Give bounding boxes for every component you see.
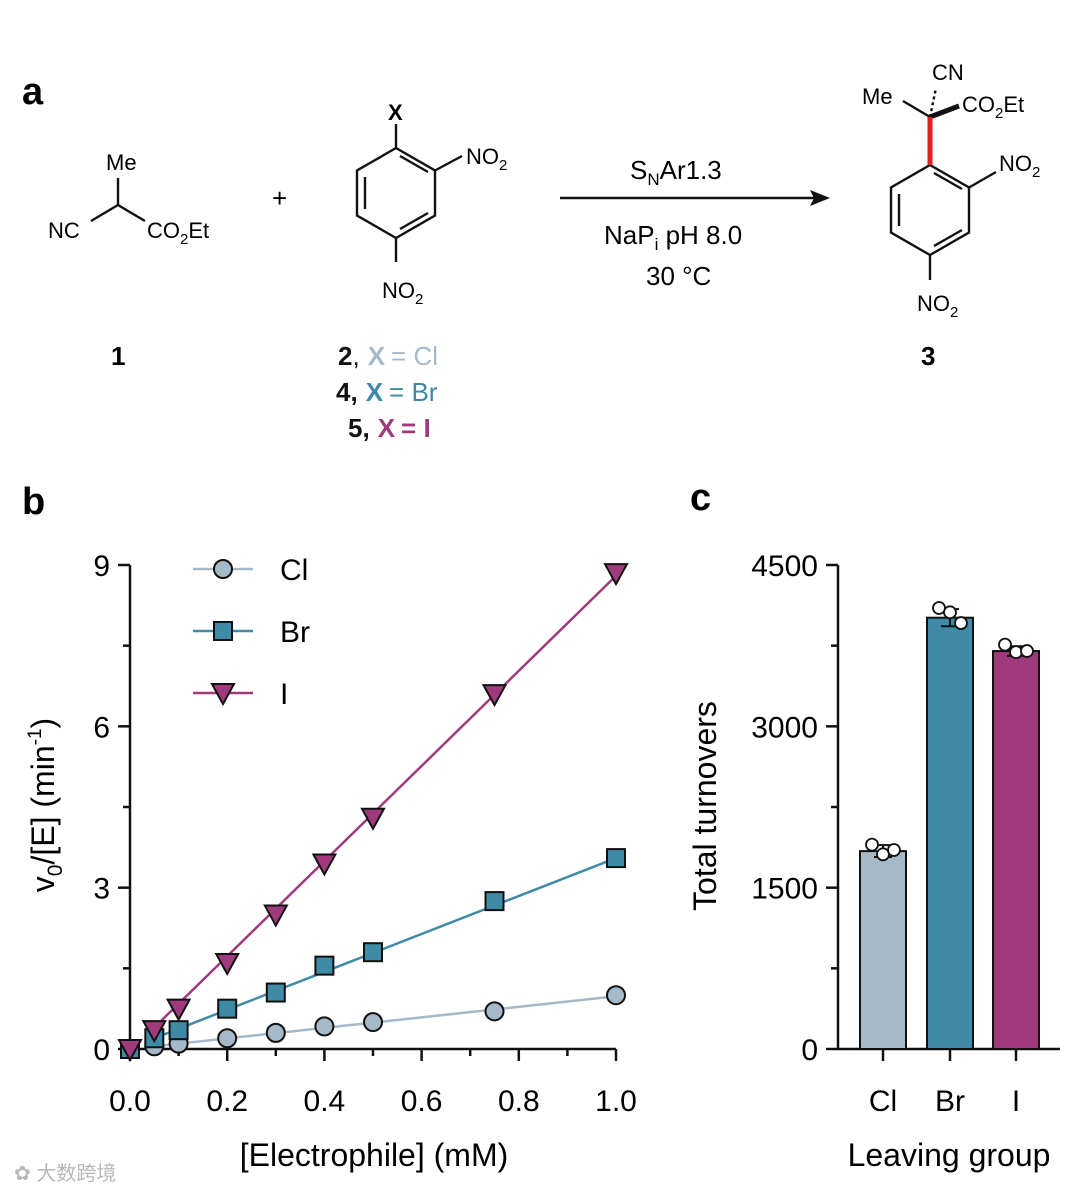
replicate-point-cl — [865, 837, 879, 852]
kinetics-x-tick-label: 0.4 — [304, 1085, 346, 1118]
product-3-cn: CN — [932, 60, 964, 85]
bar-cl — [859, 850, 907, 1050]
data-point-cl — [217, 1028, 238, 1049]
compound-1-structure — [90, 178, 146, 223]
legend-label-br: Br — [280, 616, 310, 649]
turnover-y-tick-label: 1500 — [751, 873, 818, 906]
data-point-i — [481, 684, 508, 708]
kinetics-x-tick-label: 0.6 — [401, 1085, 443, 1118]
compound-label-br: 4, X = Br — [336, 377, 438, 407]
product-3-no2-para: NO2 — [917, 291, 958, 321]
product-3-co2et: CO2Et — [962, 92, 1024, 122]
kinetics-x-tick-label: 1.0 — [595, 1085, 637, 1118]
turnover-bar-chart: 0 1500 3000 4500 Cl Br I — [751, 550, 1060, 1118]
compound-1-co2et: CO2Et — [147, 218, 209, 248]
compound-1-nc: NC — [48, 218, 80, 243]
turnover-y-tick-label: 3000 — [751, 711, 818, 744]
kinetics-y-tick-label: 0 — [93, 1034, 110, 1067]
data-point-br — [217, 998, 238, 1019]
compound-1-label: 1 — [111, 341, 125, 371]
product-3-structure — [889, 87, 997, 280]
kinetics-y-tick-label: 9 — [93, 550, 110, 583]
watermark: ✿ 大数跨境 — [14, 1162, 116, 1185]
data-point-cl — [484, 1001, 505, 1022]
bar-br — [926, 616, 974, 1050]
data-point-cl — [606, 985, 626, 1006]
replicate-point-br — [943, 605, 957, 620]
kinetics-plot: 0 3 6 9 0.0 0.2 0.4 0.6 0.8 1.0 Cl Br I — [93, 550, 637, 1118]
data-point-i — [214, 952, 240, 977]
data-point-i — [311, 853, 338, 877]
data-point-i — [360, 807, 386, 831]
turnover-x-tick-label-i: I — [1012, 1085, 1020, 1118]
turnover-x-tick-label-br: Br — [935, 1085, 965, 1118]
plus-sign: + — [272, 183, 287, 213]
data-point-br — [606, 848, 626, 869]
turnover-ylabel: Total turnovers — [687, 701, 723, 911]
kinetics-x-tick-label: 0.0 — [109, 1085, 151, 1118]
condition-buffer: NaPi pH 8.0 — [604, 220, 742, 254]
legend-marker-cl — [213, 559, 233, 579]
panel-label-c: c — [690, 477, 711, 519]
panel-label-a: a — [22, 71, 44, 113]
condition-enzyme: SNAr1.3 — [630, 155, 722, 189]
kinetics-xlabel: [Electrophile] (mM) — [240, 1137, 509, 1173]
aryl-halide-structure — [355, 124, 463, 262]
product-3-label: 3 — [921, 341, 935, 371]
turnover-y-tick-label: 4500 — [751, 550, 818, 583]
reaction-arrow — [560, 190, 830, 206]
legend-label-cl: Cl — [280, 554, 308, 587]
data-point-br — [168, 1020, 189, 1041]
data-point-br — [265, 982, 286, 1003]
turnover-y-tick-label: 0 — [801, 1034, 818, 1067]
panel-label-b: b — [22, 481, 45, 523]
data-point-i — [603, 563, 629, 587]
data-point-br — [363, 942, 383, 963]
kinetics-y-tick-label: 6 — [93, 711, 110, 744]
fit-line-i — [153, 574, 617, 1029]
replicate-point-i — [1020, 644, 1034, 658]
kinetics-x-tick-label: 0.2 — [206, 1085, 248, 1118]
replicate-point-i — [998, 637, 1012, 652]
product-3-no2-ortho: NO2 — [999, 151, 1040, 181]
data-point-br — [314, 955, 335, 976]
data-point-i — [165, 998, 192, 1022]
data-point-cl — [363, 1012, 383, 1033]
compound-1-me: Me — [106, 150, 137, 175]
data-point-cl — [314, 1016, 335, 1037]
replicate-point-br — [954, 616, 968, 630]
replicate-point-cl — [887, 843, 901, 857]
bar-i — [992, 650, 1040, 1050]
data-point-cl — [265, 1022, 286, 1043]
aryl-halide-x: X — [388, 100, 403, 125]
legend-marker-br — [213, 621, 233, 641]
aryl-halide-no2-para: NO2 — [382, 278, 423, 308]
turnover-x-tick-label-cl: Cl — [869, 1085, 897, 1118]
data-point-br — [484, 891, 505, 912]
kinetics-ylabel: v0/[E] (min-1) — [25, 718, 67, 892]
legend-marker-i — [210, 683, 236, 707]
turnover-xlabel: Leaving group — [848, 1137, 1051, 1173]
legend-label-i: I — [280, 678, 288, 711]
kinetics-x-tick-label: 0.8 — [498, 1085, 540, 1118]
data-point-i — [141, 1020, 167, 1044]
data-point-i — [117, 1039, 143, 1063]
aryl-halide-no2-ortho: NO2 — [466, 144, 507, 174]
product-3-me: Me — [862, 84, 893, 109]
kinetics-y-tick-label: 3 — [93, 873, 110, 906]
data-point-i — [263, 904, 289, 928]
condition-temperature: 30 °C — [646, 261, 711, 291]
compound-label-i: 5, X = I — [348, 413, 431, 443]
compound-label-cl: 2, X = Cl — [338, 341, 438, 371]
